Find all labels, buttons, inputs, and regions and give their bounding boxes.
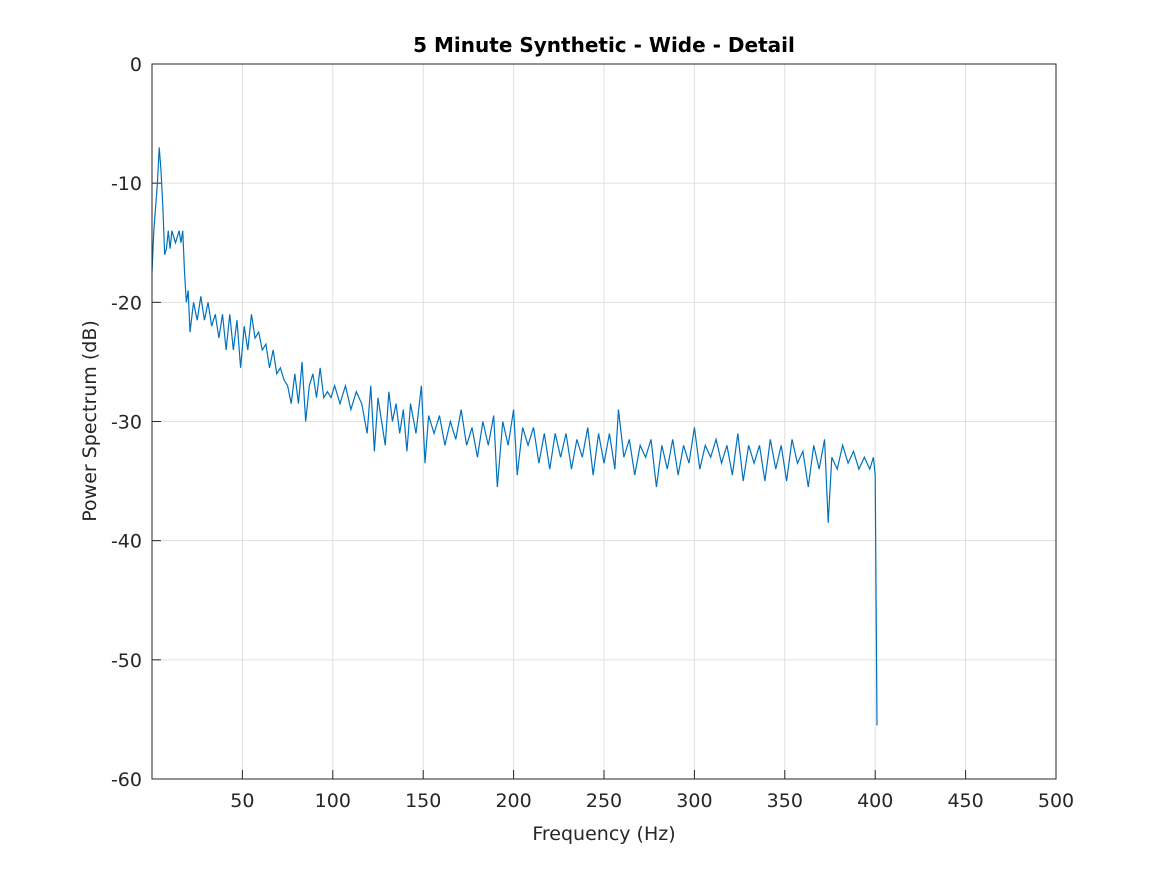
axes-box [151,63,1057,780]
chart-title: 5 Minute Synthetic - Wide - Detail [413,33,795,57]
data-line [151,147,878,726]
x-tick-label: 150 [405,790,441,812]
x-tick-label: 350 [767,790,803,812]
y-tick-label: -30 [111,412,142,434]
x-tick-label: 500 [1038,790,1074,812]
x-tick-label: 400 [857,790,893,812]
x-tick-label: 50 [230,790,254,812]
x-tick-label: 200 [495,790,531,812]
y-tick-label: -10 [111,173,142,195]
y-tick-label: 0 [130,54,142,76]
y-tick-label: -20 [111,292,142,314]
x-axis-label: Frequency (Hz) [532,823,675,845]
y-tick-label: -60 [111,769,142,791]
x-tick-label: 450 [947,790,983,812]
y-tick-label: -40 [111,531,142,553]
y-axis-label: Power Spectrum (dB) [79,320,101,522]
x-tick-label: 300 [676,790,712,812]
x-tick-label: 250 [586,790,622,812]
y-tick-label: -50 [111,650,142,672]
x-tick-label: 100 [315,790,351,812]
